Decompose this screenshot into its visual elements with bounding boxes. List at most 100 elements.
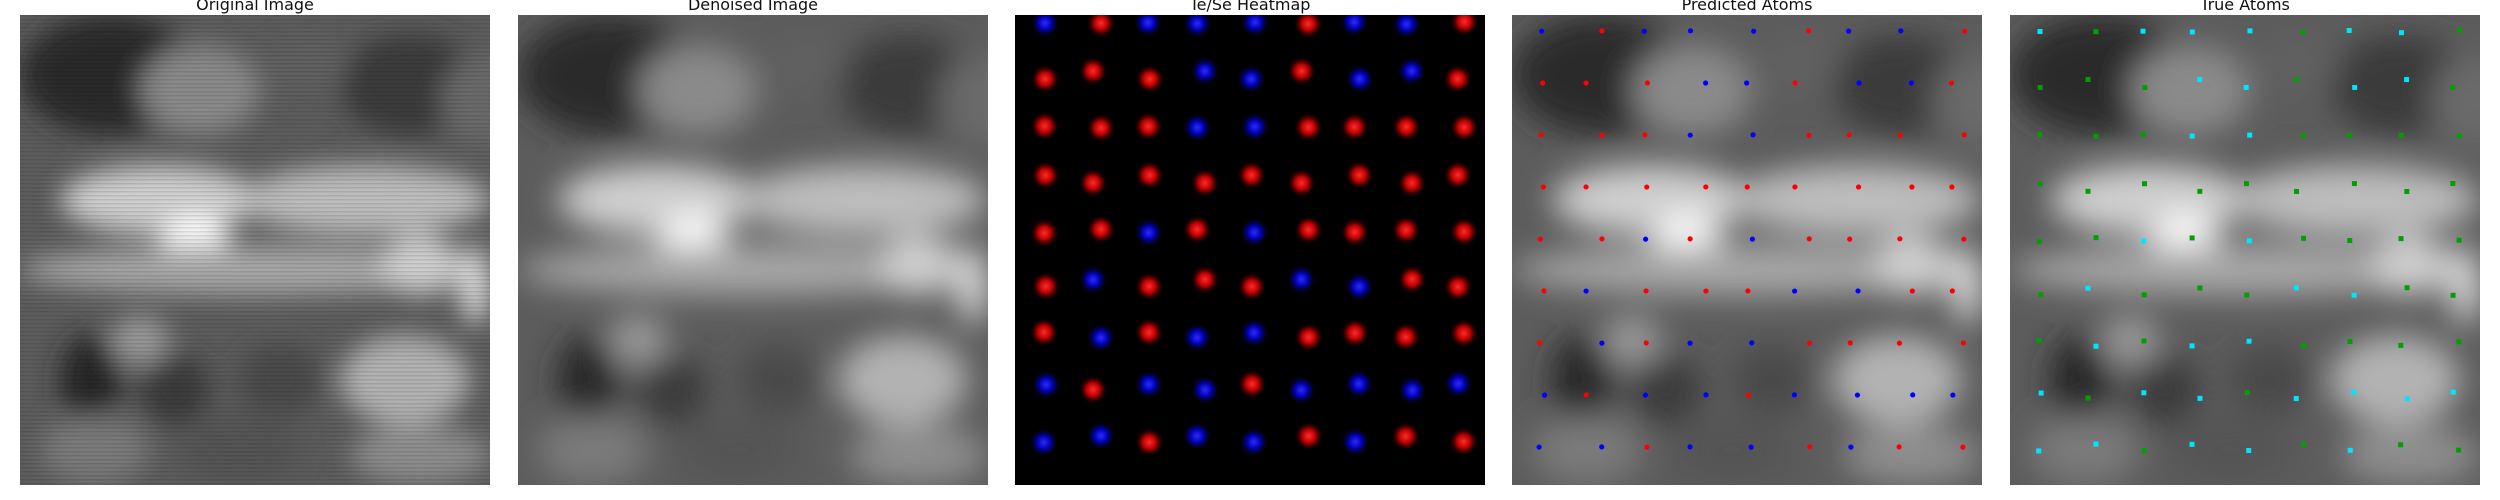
predicted-atom-te [1806, 236, 1812, 242]
predicted-atom-se [1750, 132, 1756, 138]
predicted-atom-te [1644, 444, 1650, 450]
predicted-atom-te [1643, 288, 1649, 294]
predicted-atom-te [1949, 288, 1955, 294]
true-atom-te [2300, 133, 2306, 139]
predicted-atom-te [1537, 236, 1543, 242]
predicted-atom-te [1855, 184, 1862, 190]
true-atom-te [2450, 292, 2456, 298]
heatmap-spot-te [1085, 112, 1116, 143]
true-atom-te [2037, 131, 2043, 137]
heatmap-spot-te [1237, 369, 1268, 400]
true-atom-te [2085, 188, 2091, 194]
true-atom-te [2093, 235, 2099, 241]
predicted-atom-te [1703, 288, 1709, 294]
true-atom-se [2189, 343, 2195, 349]
true-atom-se [2189, 441, 2195, 447]
predicted-atom-te [1744, 184, 1750, 190]
true-atom-te [2243, 181, 2249, 187]
original-image [20, 15, 490, 485]
heatmap-spot-se [1391, 15, 1422, 40]
true-atom-se [2351, 389, 2357, 395]
true-atom-se [2197, 77, 2203, 83]
heatmap-spot-te [1029, 317, 1060, 348]
heatmap-spot-te [1390, 421, 1421, 452]
heatmap-spot-te [1030, 160, 1061, 191]
true-atom-te [2093, 29, 2099, 35]
heatmap-spot-te [1391, 215, 1422, 246]
predicted-atom-se [1744, 80, 1750, 86]
heatmap-spot-se [1132, 15, 1163, 38]
true-atom-te [2301, 442, 2307, 448]
panel-title-heatmap: Te/Se Heatmap [1189, 0, 1311, 14]
heatmap-spot-te [1339, 317, 1370, 348]
predicted-atom-te [1541, 288, 1547, 294]
heatmap-spot-se [1031, 369, 1062, 400]
true-atom-te [2197, 188, 2203, 194]
predicted-atom-te [1806, 132, 1812, 138]
panel-title-predicted: Predicted Atoms [1681, 0, 1813, 14]
predicted-atom-te [1897, 132, 1903, 138]
predicted-atom-se [1792, 288, 1798, 294]
predicted-atom-te [1644, 184, 1650, 190]
true-atom-se [2246, 238, 2252, 244]
true-atom-te [2404, 188, 2410, 194]
heatmap-spot-te [1286, 167, 1317, 198]
predicted-atom-te [1961, 236, 1967, 242]
heatmap-spot-te [1390, 321, 1421, 352]
predicted-atom-se [1583, 288, 1589, 294]
true-atom-se [2189, 133, 2195, 139]
predicted-atom-se [1848, 444, 1854, 450]
predicted-atom-se [1536, 444, 1542, 450]
true-atom-te [2294, 77, 2300, 83]
heatmap-spot-se [1286, 264, 1317, 295]
predicted-atom-te [1949, 184, 1955, 190]
heatmap-spot-se [1443, 368, 1474, 399]
heatmap-spot-te [1391, 111, 1422, 142]
heatmap-spot-te [1030, 271, 1061, 302]
heatmap-spot-se [1344, 63, 1375, 94]
predicted-atom-te [1583, 184, 1589, 190]
heatmap-spot-te [1448, 426, 1479, 457]
heatmap-spot-te [1293, 15, 1324, 39]
heatmap-spot-te [1293, 112, 1324, 143]
denoised-image [518, 15, 988, 485]
heatmap-spot-te [1134, 427, 1165, 458]
true-atom-se [2141, 390, 2147, 396]
true-atom-te [2398, 236, 2404, 242]
true-atom-se [2036, 448, 2042, 454]
heatmap-spot-se [1182, 420, 1213, 451]
heatmap-spot-te [1449, 216, 1480, 247]
true-atom-te [2197, 285, 2203, 291]
predicted-atoms-panel [1512, 15, 1982, 485]
predicted-atom-te [1703, 184, 1709, 190]
heatmap-spot-se [1182, 322, 1213, 353]
heatmap-spot-se [1030, 15, 1060, 38]
heatmap-spot-te [1339, 217, 1370, 248]
predicted-atom-se [1703, 80, 1709, 86]
true-atom-te [2351, 181, 2357, 187]
predicted-atom-te [1540, 80, 1546, 86]
predicted-atom-se [1855, 288, 1861, 294]
heatmap-spot-se [1238, 427, 1269, 458]
true-atom-se [2346, 28, 2352, 34]
true-atom-te [2398, 342, 2404, 348]
predicted-atom-te [1540, 184, 1546, 190]
true-atom-te [2141, 448, 2147, 454]
true-atom-se [2293, 396, 2299, 402]
predicted-atom-se [1749, 340, 1755, 346]
heatmap-spot-te [1134, 271, 1165, 302]
true-atom-te [2450, 181, 2456, 187]
true-atom-te [2301, 235, 2307, 241]
predicted-atom-te [1745, 392, 1752, 398]
original-image-panel [20, 15, 490, 485]
heatmap-spot-se [1085, 322, 1116, 353]
heatmap-spot-te [1030, 63, 1061, 94]
heatmap-spot-te [1449, 112, 1480, 143]
predicted-atom-se [1908, 80, 1915, 86]
predicted-atom-te [1909, 288, 1915, 294]
true-atom-se [2246, 338, 2252, 344]
predicted-atom-se [1642, 236, 1649, 242]
predicted-atom-te [1896, 444, 1902, 450]
predicted-atom-te [1806, 340, 1813, 346]
true-atom-te [2038, 292, 2044, 298]
